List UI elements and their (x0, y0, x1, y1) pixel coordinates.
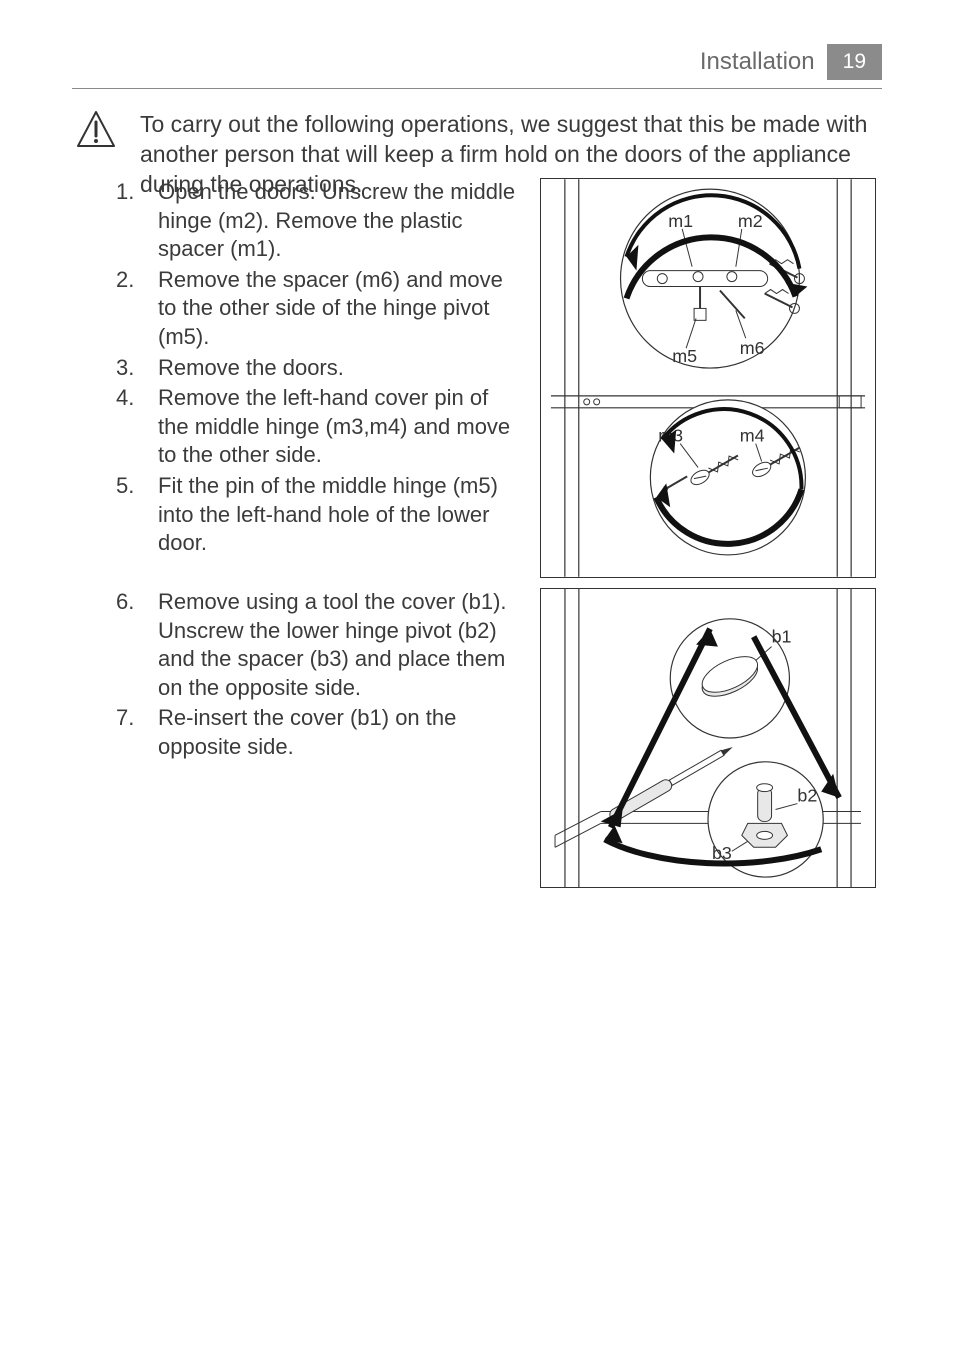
warning-icon (76, 110, 116, 150)
page-header: Installation 19 (700, 44, 882, 80)
step-text: Open the doors. Unscrew the middle hinge… (158, 178, 516, 264)
step-text: Remove the left-hand cover pin of the mi… (158, 384, 516, 470)
header-divider (72, 88, 882, 89)
step-number: 4. (116, 384, 140, 470)
list-item: 3. Remove the doors. (116, 354, 516, 383)
figure-lower-hinge: b1 b2 b3 (540, 588, 876, 888)
step-number: 6. (116, 588, 140, 702)
list-item: 2.Remove the spacer (m6) and move to the… (116, 266, 516, 352)
label-b1: b1 (772, 627, 792, 647)
step-number: 5. (116, 472, 140, 558)
list-item: 7. Re-insert the cover (b1) on the opposi… (116, 704, 516, 761)
header-title: Installation (700, 48, 815, 76)
label-m6: m6 (740, 338, 765, 358)
label-m1: m1 (668, 211, 693, 231)
step-list-1: 1.Open the doors. Unscrew the middle hin… (116, 178, 516, 558)
figure-middle-hinge: m1 m2 m5 m6 (540, 178, 876, 578)
label-b2: b2 (797, 786, 817, 806)
list-item: 6.Remove using a tool the cover (b1). Un… (116, 588, 516, 702)
step-number: 1. (116, 178, 140, 264)
step-number: 3. (116, 354, 140, 383)
label-b3: b3 (712, 843, 732, 863)
label-m5: m5 (672, 346, 697, 366)
page-number-badge: 19 (827, 44, 882, 80)
label-m2: m2 (738, 211, 763, 231)
step-text: Remove the doors. (158, 354, 344, 383)
step-text: Re-insert the cover (b1) on the opposite… (158, 704, 516, 761)
list-item: 4.Remove the left-hand cover pin of the … (116, 384, 516, 470)
step-number: 2. (116, 266, 140, 352)
step-text: Remove the spacer (m6) and move to the o… (158, 266, 516, 352)
step-text: Fit the pin of the middle hinge (m5) int… (158, 472, 516, 558)
step-text: Remove using a tool the cover (b1). Unsc… (158, 588, 516, 702)
step-list-2: 6.Remove using a tool the cover (b1). Un… (116, 588, 516, 762)
label-m4: m4 (740, 426, 765, 446)
list-item: 1.Open the doors. Unscrew the middle hin… (116, 178, 516, 264)
list-item: 5.Fit the pin of the middle hinge (m5) i… (116, 472, 516, 558)
step-number: 7. (116, 704, 140, 761)
